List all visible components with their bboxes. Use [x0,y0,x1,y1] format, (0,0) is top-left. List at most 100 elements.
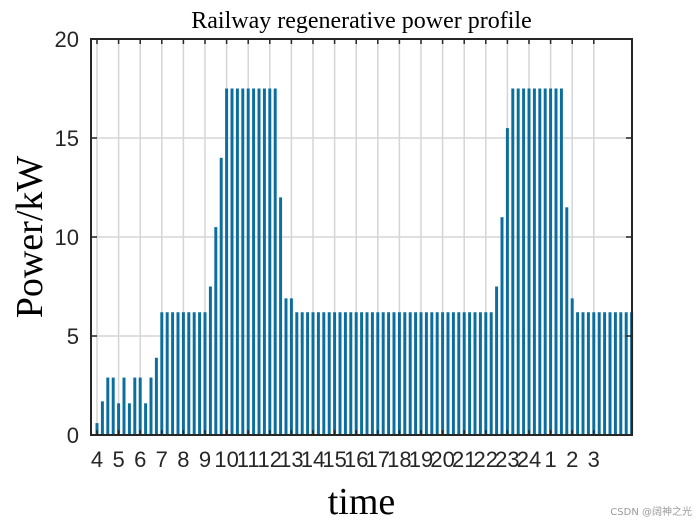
power-bar [95,423,99,435]
power-bar [549,88,553,435]
power-bar [100,401,104,435]
power-bar [198,312,202,435]
y-tick-label: 0 [67,423,79,448]
power-bar [262,88,266,435]
x-tick-label: 10 [214,447,238,472]
power-bar [430,312,434,435]
x-tick-label: 8 [177,447,189,472]
power-bar [505,128,509,435]
power-bar [538,88,542,435]
power-bar [489,312,493,435]
power-bar [138,377,142,435]
chart-title: Railway regenerative power profile [191,8,532,34]
x-tick-label: 23 [495,447,519,472]
power-bar [484,312,488,435]
power-bar [300,312,304,435]
power-bar [219,157,223,436]
y-tick-label: 15 [55,126,79,151]
x-tick-label: 12 [258,447,282,472]
x-tick-label: 2 [566,447,578,472]
power-bar [354,312,358,435]
y-tick-label: 5 [67,324,79,349]
power-bar [306,312,310,435]
power-bar [122,377,126,435]
power-bar [360,312,364,435]
power-bar [187,312,191,435]
power-bar [597,312,601,435]
power-bar [468,312,472,435]
power-bar [149,377,153,435]
x-tick-label: 6 [134,447,146,472]
power-bar [478,312,482,435]
power-bar [576,312,580,435]
power-bar [117,403,121,435]
power-bar [322,312,326,435]
x-tick-label: 20 [430,447,454,472]
y-tick-label: 10 [55,225,79,250]
power-bar [106,377,110,435]
power-bar [435,312,439,435]
power-bar [603,312,607,435]
power-bar [316,312,320,435]
power-bar [613,312,617,435]
power-bar [419,312,423,435]
power-bar [203,312,207,435]
power-bar [365,312,369,435]
power-bar [160,312,164,435]
power-bar [376,312,380,435]
power-bar [333,312,337,435]
power-bar [311,312,315,435]
bar-series [95,88,634,436]
power-bar [214,227,218,435]
power-bar [462,312,466,435]
power-bar [581,312,585,435]
x-tick-label: 13 [279,447,303,472]
x-tick-label: 21 [452,447,476,472]
power-bar [532,88,536,435]
power-bar [586,312,590,435]
x-tick-label: 18 [387,447,411,472]
power-bar [473,312,477,435]
power-bar [446,312,450,435]
power-bar [133,377,137,435]
power-bar [414,312,418,435]
power-bar [559,88,563,435]
x-tick-label: 11 [237,447,260,472]
power-bar [619,312,623,435]
power-bar [370,312,374,435]
power-bar [235,88,239,435]
power-bar [349,312,353,435]
x-tick-label: 19 [409,447,433,472]
power-bar [441,312,445,435]
power-bar [424,312,428,435]
power-bar [181,312,185,435]
x-tick-label: 4 [91,447,103,472]
x-tick-label: 16 [344,447,368,472]
power-bar [338,312,342,435]
power-bar [408,312,412,435]
x-tick-label: 22 [474,447,498,472]
power-bar [397,312,401,435]
power-bar [457,312,461,435]
power-bar [565,207,569,435]
y-tick-label: 20 [55,27,79,52]
power-bar [252,88,256,435]
power-bar [527,88,531,435]
power-bar [230,88,234,435]
power-bar [241,88,245,435]
x-tick-label: 7 [156,447,168,472]
power-bar [522,88,526,435]
x-tick-label: 17 [366,447,390,472]
power-bar [570,298,574,435]
power-bar [289,298,293,435]
power-bar [624,312,628,435]
power-bar [543,88,547,435]
x-tick-label: 15 [322,447,346,472]
power-bar [208,286,212,435]
power-bar [343,312,347,435]
power-bar [516,88,520,435]
power-bar [392,312,396,435]
power-bar [273,88,277,435]
power-bar [381,312,385,435]
